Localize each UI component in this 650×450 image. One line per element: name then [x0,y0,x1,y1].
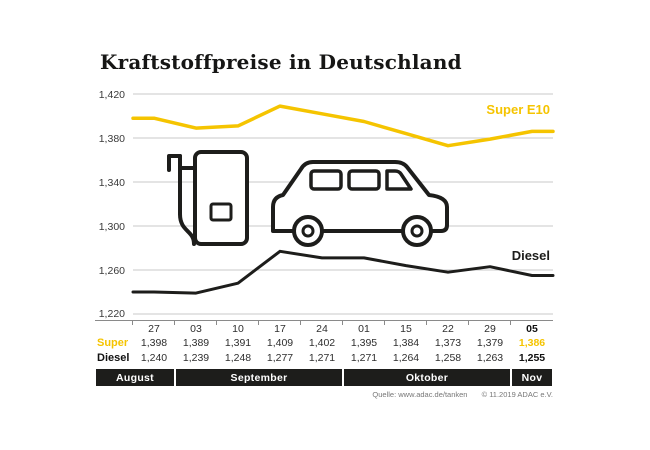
diesel-value: 1,239 [182,351,210,364]
data-table: 27 03 10 17 24 01 15 22 29 05 Super 1,39… [95,320,553,386]
x-tick-label: 15 [384,321,427,335]
x-tick-label: 01 [342,321,385,335]
source-right: © 11.2019 ADAC e.V. [481,390,553,399]
x-tick-label: 05 [510,321,553,335]
diesel-value: 1,271 [308,351,336,364]
y-tick-label: 1,340 [99,177,125,189]
fuel-price-chart: 1,420 1,380 1,340 1,300 1,260 1,220 [99,89,555,320]
diesel-label: Diesel [512,248,550,263]
diesel-value: 1,271 [350,351,378,364]
super-row: Super 1,398 1,389 1,391 1,409 1,402 1,39… [95,335,553,350]
x-tick-label: 24 [300,321,343,335]
fuel-pump-icon [167,150,249,246]
car-icon [271,160,449,247]
diesel-value: 1,255 [518,351,546,364]
super-value: 1,391 [224,336,252,349]
y-tick-label: 1,300 [99,221,125,233]
month-band-oktober: Oktober [344,369,510,386]
super-value: 1,409 [266,336,294,349]
diesel-value: 1,248 [224,351,252,364]
super-value: 1,398 [140,336,168,349]
y-axis-labels: 1,420 1,380 1,340 1,300 1,260 1,220 [99,89,125,320]
super-value: 1,373 [434,336,462,349]
source-note: Quelle: www.adac.de/tanken © 11.2019 ADA… [95,390,553,399]
x-tick-label: 17 [258,321,301,335]
month-band-nov: Nov [512,369,552,386]
super-e10-line [131,104,555,148]
diesel-value: 1,258 [434,351,462,364]
super-value: 1,389 [182,336,210,349]
super-value: 1,402 [308,336,336,349]
month-band-september: September [176,369,342,386]
super-value: 1,395 [350,336,378,349]
diesel-row-label: Diesel [97,351,130,364]
diesel-value: 1,263 [476,351,504,364]
y-tick-label: 1,260 [99,265,125,277]
diesel-value: 1,277 [266,351,294,364]
y-tick-label: 1,420 [99,89,125,101]
super-value: 1,379 [476,336,504,349]
x-tick-label: 10 [216,321,259,335]
super-value: 1,386 [518,336,546,349]
y-tick-label: 1,380 [99,133,125,145]
super-value: 1,384 [392,336,420,349]
x-tick-label: 03 [174,321,217,335]
page-title: Kraftstoffpreise in Deutschland [100,50,462,74]
month-band-august: August [96,369,174,386]
source-left: Quelle: www.adac.de/tanken [372,390,468,399]
diesel-value: 1,264 [392,351,420,364]
super-e10-label: Super E10 [486,102,550,117]
month-bar: August September Oktober Nov [95,369,553,386]
super-row-label: Super [97,336,129,349]
x-tick-label: 29 [468,321,511,335]
diesel-value: 1,240 [140,351,168,364]
x-tick-label: 22 [426,321,469,335]
diesel-line [131,249,555,295]
x-axis-row: 27 03 10 17 24 01 15 22 29 05 [95,320,553,335]
diesel-row: Diesel 1,240 1,239 1,248 1,277 1,271 1,2… [95,350,553,365]
x-tick-label: 27 [132,321,175,335]
y-tick-label: 1,220 [99,308,125,320]
